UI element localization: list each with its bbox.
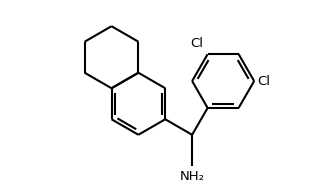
Text: NH₂: NH₂	[180, 170, 205, 183]
Text: Cl: Cl	[257, 74, 270, 88]
Text: Cl: Cl	[190, 37, 203, 50]
